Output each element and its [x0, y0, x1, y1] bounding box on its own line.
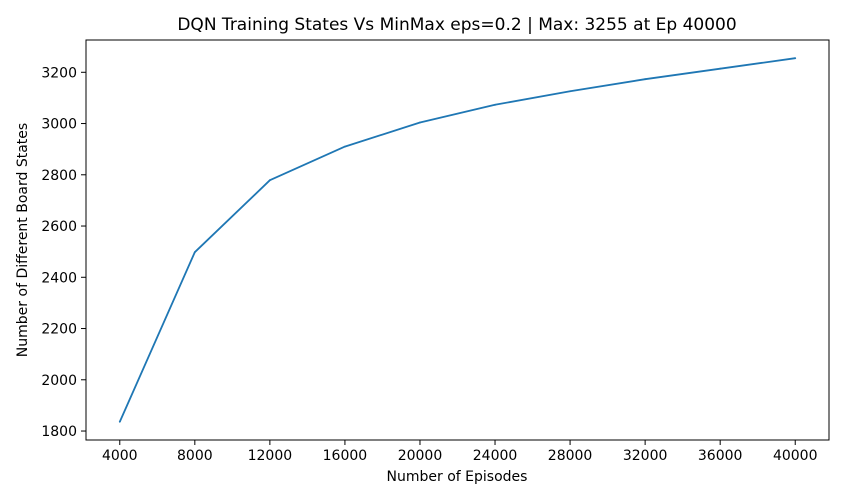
x-tick-label: 4000: [102, 448, 138, 464]
x-tick-label: 12000: [248, 448, 293, 464]
data-point: [719, 67, 722, 70]
y-tick-label: 2000: [41, 373, 77, 389]
y-tick-label: 2600: [41, 219, 77, 235]
data-point: [644, 78, 647, 81]
data-point: [344, 145, 346, 148]
data-point: [118, 420, 121, 423]
data-point: [569, 90, 571, 93]
x-axis-label: Number of Episodes: [387, 469, 528, 485]
plot-area: [85, 39, 830, 441]
data-point: [268, 179, 271, 182]
y-tick-label: 2200: [41, 322, 77, 338]
data-point: [419, 121, 421, 124]
y-axis-label: Number of Different Board States: [15, 123, 31, 357]
y-axis: 1800 2000 2200 2400 2600 2800 3000 3200: [41, 65, 86, 440]
x-tick-label: 24000: [473, 448, 518, 464]
chart-title: DQN Training States Vs MinMax eps=0.2 | …: [177, 15, 736, 35]
y-tick-label: 1800: [41, 424, 77, 440]
x-tick-label: 8000: [177, 448, 213, 464]
series-line: [118, 57, 796, 423]
y-tick-label: 3000: [41, 117, 77, 133]
x-axis: 4000 8000 12000 16000 20000 24000 28000 32000 36…: [102, 440, 818, 464]
x-tick-label: 40000: [773, 448, 818, 464]
series-layer: [118, 57, 797, 423]
x-tick-label: 16000: [323, 448, 368, 464]
data-point: [494, 103, 496, 106]
data-point: [794, 57, 797, 60]
x-tick-label: 20000: [398, 448, 443, 464]
data-point: [193, 251, 196, 254]
y-tick-label: 2400: [41, 270, 77, 286]
x-tick-label: 36000: [698, 448, 743, 464]
x-tick-label: 32000: [623, 448, 668, 464]
y-tick-label: 2800: [41, 168, 77, 184]
x-tick-label: 28000: [548, 448, 593, 464]
y-tick-label: 3200: [41, 65, 77, 81]
